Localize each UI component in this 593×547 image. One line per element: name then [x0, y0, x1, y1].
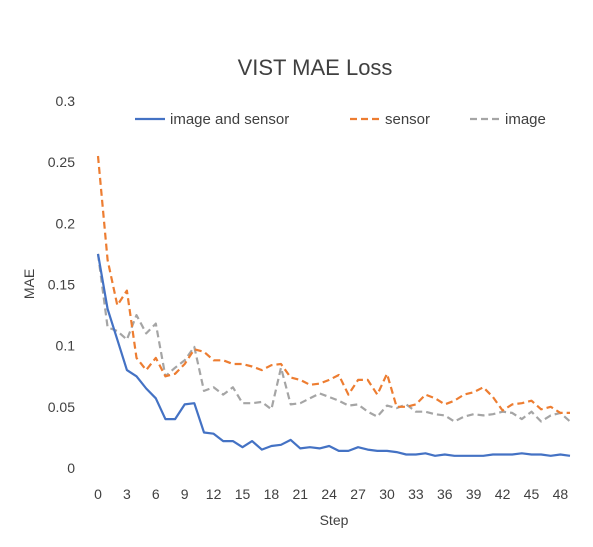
- y-axis-label: MAE: [21, 269, 37, 299]
- x-tick-label: 42: [495, 486, 511, 502]
- x-tick-label: 6: [152, 486, 160, 502]
- x-tick-label: 30: [379, 486, 395, 502]
- x-tick-label: 36: [437, 486, 453, 502]
- x-tick-label: 39: [466, 486, 482, 502]
- x-tick-label: 12: [206, 486, 222, 502]
- y-tick-label: 0.25: [48, 154, 75, 170]
- x-tick-label: 0: [94, 486, 102, 502]
- y-tick-label: 0: [67, 460, 75, 476]
- x-tick-label: 24: [321, 486, 337, 502]
- y-tick-label: 0.2: [56, 215, 76, 231]
- x-tick-label: 48: [553, 486, 569, 502]
- plot-area: [96, 155, 571, 457]
- legend: image and sensor sensor image: [135, 111, 546, 128]
- x-tick-label: 15: [235, 486, 251, 502]
- chart-title: VIST MAE Loss: [238, 55, 393, 80]
- series-line-image-and-sensor: [96, 253, 571, 457]
- y-tick-label: 0.15: [48, 277, 75, 293]
- series-line-image: [96, 253, 571, 423]
- legend-label: image: [505, 111, 546, 128]
- x-tick-label: 45: [524, 486, 540, 502]
- y-tick-label: 0.1: [56, 338, 76, 354]
- x-tick-label: 21: [292, 486, 308, 502]
- x-tick-label: 18: [264, 486, 280, 502]
- series-line-sensor: [96, 155, 570, 414]
- y-tick-label: 0.05: [48, 399, 75, 415]
- y-tick-label: 0.3: [56, 93, 76, 109]
- x-tick-label: 9: [181, 486, 189, 502]
- x-axis-label: Step: [320, 512, 349, 528]
- x-tick-label: 3: [123, 486, 131, 502]
- legend-label: sensor: [385, 111, 430, 128]
- legend-label: image and sensor: [170, 111, 289, 128]
- x-tick-label: 27: [350, 486, 366, 502]
- axis-ticks: 00.050.10.150.20.250.30 3 6 9 12 15 18 21 24 27 30…: [48, 93, 569, 502]
- x-tick-label: 33: [408, 486, 424, 502]
